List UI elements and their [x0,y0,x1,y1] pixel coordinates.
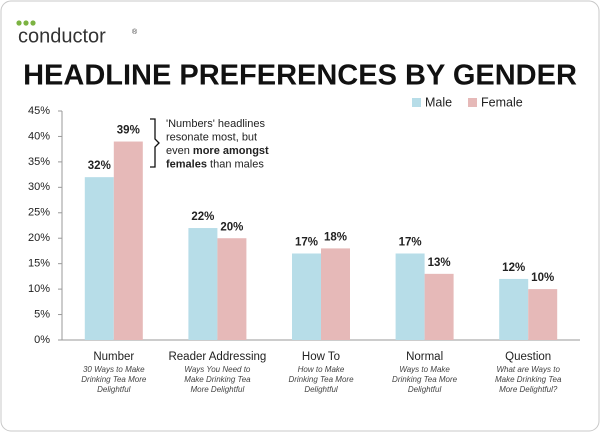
logo-dot [16,20,22,26]
y-tick-label: 45% [28,105,50,117]
category-note: What are Ways to [496,365,560,374]
x-tick-label: Normal [406,351,443,363]
y-tick-label: 25% [28,207,50,219]
bar [395,253,425,340]
logo-mark: ® [132,28,138,36]
bar [113,141,143,340]
x-tick-label: Number [93,351,134,363]
category-note: Make Drinking Tea [184,375,251,384]
y-tick-label: 10% [28,283,50,295]
bar [188,228,218,340]
value-label: 32% [88,160,111,172]
y-tick-label: 15% [28,258,50,270]
value-label: 10% [531,272,554,284]
value-label: 17% [295,237,318,249]
y-tick-label: 40% [28,130,50,142]
category-note: Drinking Tea More [392,375,458,384]
annotation-run: than males [207,158,264,170]
category-note: Ways to Make [399,365,450,374]
annotation-run: even [166,145,193,157]
category-note: Delightful [97,385,131,394]
category-note: Make Drinking Tea [495,375,562,384]
annotation-run: females [166,158,207,170]
y-tick-label: 5% [34,308,50,320]
annotation: 'Numbers' headlines [166,118,265,130]
category-note: Drinking Tea More [288,375,354,384]
value-label: 13% [428,257,451,269]
legend-label: Female [481,95,523,109]
annotation-run: 'Numbers' headlines [166,118,265,130]
y-tick-label: 20% [28,232,50,244]
value-label: 18% [324,231,347,243]
category-note: Delightful [408,385,442,394]
legend-swatch [412,98,421,107]
bar [321,248,350,340]
value-label: 17% [399,237,422,249]
legend-swatch [468,98,477,107]
x-tick-label: How To [302,351,340,363]
value-label: 12% [502,262,525,274]
logo-dot [30,20,36,26]
value-label: 20% [220,221,243,233]
x-tick-label: Question [505,351,551,363]
bar [292,253,321,340]
value-label: 22% [191,211,214,223]
annotation: even more amongst [166,145,269,157]
category-note: Delightful [304,385,338,394]
bar [84,177,114,340]
y-tick-label: 35% [28,156,50,168]
logo: conductor [18,25,106,47]
annotation-bracket [150,118,160,168]
annotation: resonate most, but [166,131,257,143]
bar [217,238,247,340]
chart-title: HEADLINE PREFERENCES BY GENDER [23,60,577,92]
value-label: 39% [117,125,140,137]
y-tick-label: 0% [34,334,50,346]
bar [528,289,558,340]
annotation-run: more amongst [193,145,269,157]
category-note: 30 Ways to Make [83,365,145,374]
category-note: More Delightful? [499,385,558,394]
bar [499,278,529,340]
category-note: More Delightful [190,385,244,394]
legend-label: Male [425,95,452,109]
annotation: females than males [166,158,264,170]
annotation-run: resonate most, but [166,131,257,143]
y-tick-label: 30% [28,181,50,193]
x-tick-label: Reader Addressing [168,351,266,363]
category-note: How to Make [298,365,345,374]
category-note: Drinking Tea More [81,375,147,384]
bar [424,273,454,340]
logo-dot [23,20,29,26]
category-note: Ways You Need to [184,365,251,374]
